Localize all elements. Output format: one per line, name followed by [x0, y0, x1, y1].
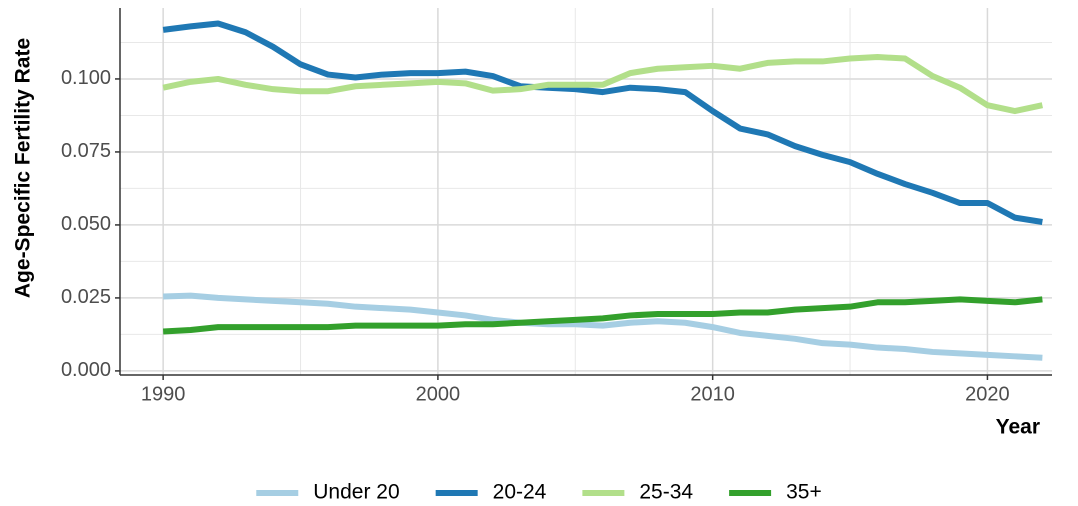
- legend-label: 35+: [786, 481, 822, 504]
- legend-label: Under 20: [313, 481, 399, 504]
- y-tick-label: 0.025: [61, 286, 111, 308]
- x-tick-label: 2020: [965, 383, 1010, 405]
- x-tick-label: 2000: [416, 383, 461, 405]
- series-line: [163, 292, 1043, 361]
- grid: [120, 8, 1052, 375]
- legend: Under 20 20-24 25-34 35+: [256, 481, 822, 504]
- y-tick-label: 0.075: [61, 140, 111, 162]
- y-tick-label: 0.100: [61, 67, 111, 89]
- y-tick-label: 0.000: [61, 359, 111, 381]
- x-tick-label: 1990: [141, 383, 186, 405]
- y-axis-label: Age-Specific Fertility Rate: [12, 38, 35, 298]
- y-tick-label: 0.050: [61, 213, 111, 235]
- series-line: [162, 20, 1043, 225]
- series-line: [162, 54, 1044, 115]
- x-tick-label: 2010: [690, 383, 735, 405]
- x-axis-label: Year: [996, 416, 1040, 439]
- legend-label: 25-34: [639, 481, 693, 504]
- series-line: [162, 296, 1043, 335]
- legend-label: 20-24: [493, 481, 547, 504]
